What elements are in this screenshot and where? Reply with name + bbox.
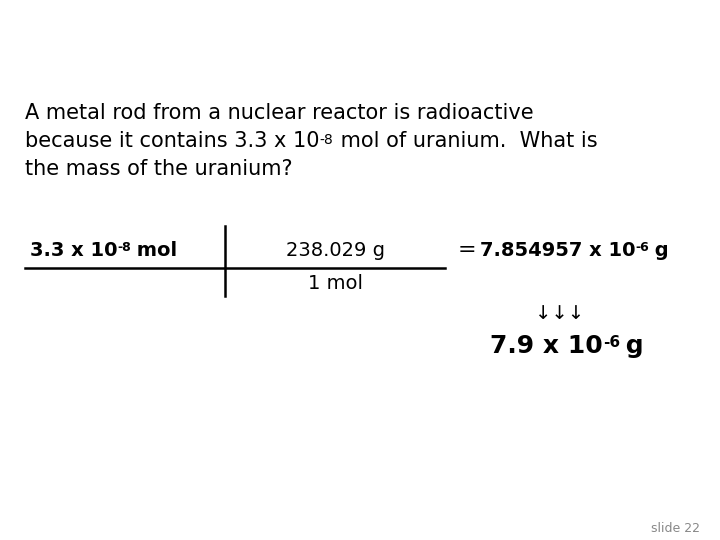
Text: =: = — [458, 240, 477, 260]
Text: because it contains 3.3 x 10: because it contains 3.3 x 10 — [25, 131, 320, 151]
Text: mol of uranium.  What is: mol of uranium. What is — [333, 131, 597, 151]
Text: g: g — [647, 241, 668, 260]
Text: 1 mol: 1 mol — [307, 274, 362, 293]
Text: -6: -6 — [603, 335, 620, 350]
Text: g: g — [617, 334, 644, 358]
Text: slide 22: slide 22 — [651, 522, 700, 535]
Text: -8: -8 — [117, 241, 131, 254]
Text: 238.029 g: 238.029 g — [286, 241, 384, 260]
Text: 7.9 x 10: 7.9 x 10 — [490, 334, 603, 358]
Text: 7.854957 x 10: 7.854957 x 10 — [480, 241, 636, 260]
Text: the mass of the uranium?: the mass of the uranium? — [25, 159, 292, 179]
Text: -6: -6 — [636, 241, 649, 254]
Text: Conversions from Moles to Mass: Conversions from Moles to Mass — [81, 22, 639, 51]
Text: ↓↓↓: ↓↓↓ — [536, 304, 585, 323]
Text: 3.3 x 10: 3.3 x 10 — [30, 241, 117, 260]
Text: -8: -8 — [320, 133, 333, 147]
Text: A metal rod from a nuclear reactor is radioactive: A metal rod from a nuclear reactor is ra… — [25, 103, 534, 123]
Text: mol: mol — [130, 241, 176, 260]
